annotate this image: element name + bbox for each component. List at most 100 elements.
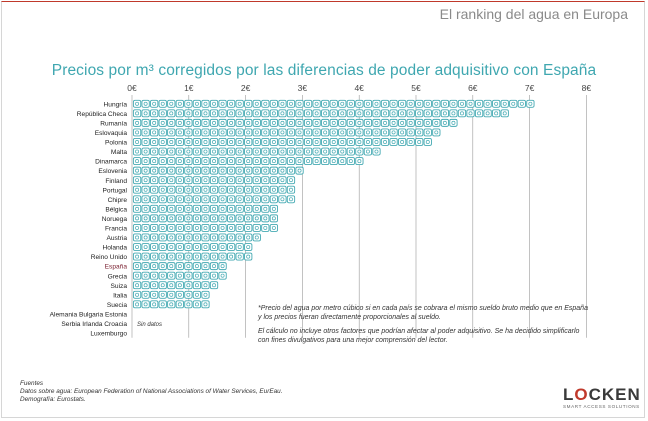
water-drop-icon-inner <box>186 140 191 144</box>
water-drop-icon <box>167 147 176 156</box>
water-drop-icon-inner <box>169 206 174 211</box>
water-drop-icon <box>449 109 458 118</box>
water-drop-icon <box>141 262 150 271</box>
water-drop-icon-inner <box>220 206 225 211</box>
water-drop-icon-inner <box>152 130 157 135</box>
water-drop-icon-inner <box>194 254 199 259</box>
water-drop-icon-inner <box>442 111 447 116</box>
water-drop-icon <box>184 166 193 175</box>
water-drop-icon <box>218 243 227 251</box>
water-drop-icon <box>175 233 184 242</box>
water-drop-icon <box>432 109 441 118</box>
water-drop-icon-inner <box>246 225 251 230</box>
water-drop-icon-inner <box>271 197 276 202</box>
water-drop-icon <box>226 223 236 232</box>
water-drop-icon-inner <box>160 111 165 116</box>
water-drop-icon <box>415 118 424 127</box>
water-drop-icon-inner <box>289 111 293 116</box>
water-drop-icon-inner <box>331 120 336 125</box>
water-drop-icon-inner <box>186 111 191 116</box>
water-drop-icon <box>201 233 210 242</box>
water-drop-icon <box>150 185 159 194</box>
water-drop-icon <box>278 176 287 185</box>
water-drop-icon <box>209 195 219 204</box>
water-drop-icon-inner <box>143 302 148 307</box>
water-drop-icon-inner <box>289 178 293 183</box>
water-drop-icon <box>184 118 193 127</box>
water-drop-icon-inner <box>194 216 199 221</box>
water-drop-icon <box>415 128 424 137</box>
water-drop-icon-inner <box>177 254 182 259</box>
water-drop-icon-inner <box>348 140 353 144</box>
water-drop-icon <box>175 252 184 261</box>
water-drop-icon <box>175 271 184 280</box>
water-drop-icon-inner <box>212 178 216 183</box>
water-drop-icon <box>312 128 321 137</box>
water-drop-icon-inner <box>271 206 276 211</box>
water-drop-icon <box>132 128 142 137</box>
water-drop-icon <box>269 204 279 213</box>
water-drop-icon-inner <box>357 101 362 106</box>
water-drop-icon <box>226 214 236 223</box>
water-drop-icon <box>218 166 227 175</box>
water-drop-icon <box>509 99 518 108</box>
water-drop-icon <box>252 157 261 166</box>
water-drop-icon-inner <box>169 283 174 288</box>
water-drop-icon <box>252 166 261 175</box>
water-drop-icon-inner <box>451 120 456 125</box>
water-drop-icon <box>150 128 159 137</box>
water-drop-icon <box>286 118 296 127</box>
water-drop-icon-inner <box>169 302 174 307</box>
water-drop-icon <box>184 157 193 166</box>
water-drop-icon-inner <box>186 120 191 125</box>
water-drop-icon <box>389 118 398 127</box>
water-drop-icon <box>141 290 150 299</box>
water-drop-icon-inner <box>254 101 259 106</box>
water-drop-icon-inner <box>177 159 182 164</box>
water-drop-icon-inner <box>229 245 234 249</box>
water-drop-icon-inner <box>314 111 319 116</box>
water-drop-icon-inner <box>152 120 157 125</box>
water-drop-icon-inner <box>203 101 208 106</box>
water-drop-icon-inner <box>417 130 422 135</box>
water-drop-icon <box>355 147 364 156</box>
water-drop-icon-inner <box>152 149 157 154</box>
water-drop-icon-inner <box>297 101 302 106</box>
water-drop-icon <box>141 157 150 166</box>
water-drop-icon-inner <box>271 101 276 106</box>
water-drop-icon-inner <box>169 216 174 221</box>
water-drop-icon <box>235 214 244 223</box>
water-drop-icon <box>338 147 347 156</box>
water-drop-icon <box>158 262 167 271</box>
water-drop-icon <box>235 147 244 156</box>
water-drop-icon <box>158 99 167 108</box>
no-data-label: Sin datos <box>137 322 162 328</box>
water-drop-icon-inner <box>152 101 157 106</box>
x-tick-label: 8€ <box>582 83 592 93</box>
water-drop-icon-inner <box>152 187 157 192</box>
water-drop-icon <box>415 109 424 118</box>
water-drop-icon-inner <box>271 216 276 221</box>
water-drop-icon-inner <box>451 111 456 116</box>
water-drop-icon-inner <box>186 245 191 249</box>
water-drop-icon-inner <box>417 111 422 116</box>
water-drop-icon-inner <box>417 140 422 144</box>
water-drop-icon <box>269 195 279 204</box>
water-drop-icon-inner <box>203 206 208 211</box>
water-drop-icon-inner <box>135 197 140 202</box>
water-drop-icon <box>218 176 227 185</box>
water-drop-icon-inner <box>212 120 216 125</box>
chart-title: Precios por m³ corregidos por las difere… <box>51 62 597 79</box>
water-drop-icon-inner <box>186 187 191 192</box>
water-drop-icon-inner <box>280 140 285 144</box>
water-drop-icon <box>312 99 321 108</box>
water-drop-icon-inner <box>297 159 302 164</box>
water-drop-icon-inner <box>135 235 140 240</box>
water-drop-icon <box>192 147 202 156</box>
water-drop-icon <box>209 147 219 156</box>
water-drop-icon-inner <box>494 111 499 116</box>
water-drop-icon <box>244 233 253 242</box>
water-drop-icon <box>244 99 253 108</box>
water-drop-icon-inner <box>143 111 148 116</box>
water-drop-icon <box>132 166 142 175</box>
